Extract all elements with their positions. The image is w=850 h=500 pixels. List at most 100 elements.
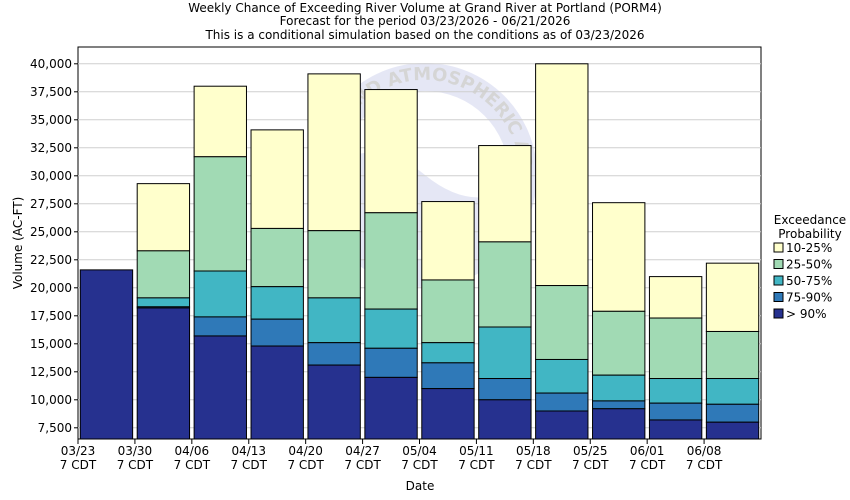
bar-segment-50-75-03-30 [136, 297, 191, 308]
bar-segment-10-25-06-08 [705, 262, 760, 332]
y-tick-label: 32,500 [30, 141, 72, 155]
y-gridlines [78, 63, 761, 429]
x-tick-label-date: 04/20 [288, 444, 323, 458]
legend-swatch [773, 308, 784, 319]
bar-segment-25-50-05-25 [592, 310, 646, 376]
x-tick-label-date: 06/01 [630, 444, 665, 458]
x-tick-label-time: 7 CDT [572, 458, 609, 472]
legend-swatch [773, 259, 784, 269]
y-tick-label: 7,500 [38, 421, 72, 435]
x-tick-label-time: 7 CDT [515, 458, 552, 472]
bar-segment-50-75-04-13 [250, 286, 304, 320]
legend-title-2: Probability [778, 227, 841, 241]
legend: Exceedance Probability 10-25% 25-50% 50-75… [773, 213, 846, 321]
bar-segment-75-90-05-25 [592, 400, 646, 410]
bar-segment-90-06-08 [705, 421, 760, 440]
bar-segment-75-90-06-01 [648, 402, 703, 421]
chart-subtitle-1: Forecast for the period 03/23/2026 - 06/… [280, 14, 571, 28]
bar-segment-25-50-04-06 [193, 156, 247, 272]
bar-segment-75-90-04-13 [250, 318, 304, 347]
bar-segment-75-90-04-06 [193, 316, 247, 337]
bar-segment-10-25-05-11 [478, 145, 532, 243]
bar-segment-50-75-04-27 [364, 308, 418, 349]
x-tick-label-time: 7 CDT [401, 458, 438, 472]
bar-segment-10-25-06-01 [648, 276, 703, 319]
y-tick-label: 20,000 [30, 281, 72, 295]
x-tick-label-date: 05/18 [516, 444, 551, 458]
bar-segment-90-04-27 [364, 376, 418, 440]
x-tick-label-date: 05/11 [459, 444, 494, 458]
bar-segment-50-75-05-04 [421, 342, 475, 364]
bar-segment-90-03-30 [136, 307, 191, 440]
bar-segment-90-06-01 [648, 419, 703, 440]
chart-title: Weekly Chance of Exceeding River Volume … [188, 1, 662, 15]
x-tick-label-date: 05/25 [573, 444, 608, 458]
bar-segment-25-50-05-18 [535, 285, 589, 360]
bar-segment-90-04-06 [193, 335, 247, 440]
legend-label: > 90% [786, 307, 827, 321]
bar-segment-90-05-11 [478, 399, 532, 440]
x-tick-label-time: 7 CDT [174, 458, 211, 472]
x-axis-label: Date [406, 479, 435, 493]
y-tick-label: 40,000 [30, 57, 72, 71]
bar-segment-50-75-05-11 [478, 326, 532, 380]
bar-segment-25-50-06-08 [705, 330, 760, 380]
y-axis: 7,500 10,000 12,500 15,000 17,500 20,000 22,50… [30, 57, 78, 435]
bar-segment-10-25-04-20 [307, 73, 361, 232]
y-tick-label: 17,500 [30, 309, 72, 323]
x-tick-label-time: 7 CDT [629, 458, 666, 472]
bar-segment-90-05-18 [535, 410, 589, 440]
chart-subtitle-2: This is a conditional simulation based o… [204, 28, 644, 42]
legend-swatch [773, 275, 784, 286]
bar-segment-90-05-25 [592, 408, 646, 440]
y-tick-label: 25,000 [30, 225, 72, 239]
bar-segment-50-75-05-18 [535, 358, 589, 394]
bar-segment-75-90-04-27 [364, 347, 418, 378]
x-tick-label-date: 03/23 [61, 444, 96, 458]
y-tick-label: 22,500 [30, 253, 72, 267]
bar-segment-75-90-04-20 [307, 342, 361, 366]
bar-segment-75-90-06-08 [705, 403, 760, 423]
bar-segment-50-75-04-06 [193, 270, 247, 318]
x-tick-label-date: 04/13 [231, 444, 266, 458]
y-tick-label: 30,000 [30, 169, 72, 183]
bar-segment-90-05-04 [421, 388, 475, 440]
y-tick-label: 37,500 [30, 85, 72, 99]
bar-segment-10-25-04-06 [193, 85, 247, 158]
bar-segment-75-90-05-18 [535, 392, 589, 412]
x-tick-label-time: 7 CDT [231, 458, 268, 472]
bar-segment-90-04-13 [250, 345, 304, 440]
bar-segment-10-25-05-25 [592, 202, 646, 312]
x-tick-label-date: 04/06 [175, 444, 210, 458]
legend-swatch [773, 242, 784, 253]
bar-segment-10-25-05-04 [421, 201, 475, 281]
bar-segment-10-25-04-27 [364, 89, 418, 214]
x-tick-label-time: 7 CDT [458, 458, 495, 472]
legend-swatch [773, 292, 784, 302]
y-tick-label: 10,000 [30, 393, 72, 407]
legend-label: 10-25% [786, 241, 832, 255]
y-tick-label: 12,500 [30, 365, 72, 379]
bar-segment-10-25-04-13 [250, 129, 304, 229]
bar-segment-50-75-05-25 [592, 374, 646, 402]
x-tick-label-time: 7 CDT [60, 458, 97, 472]
x-tick-label-time: 7 CDT [686, 458, 723, 472]
bar-segment-25-50-04-13 [250, 227, 304, 288]
bar-segment-25-50-06-01 [648, 317, 703, 380]
bar-segment-75-90-05-04 [421, 362, 475, 390]
bar-segment-25-50-03-30 [136, 250, 191, 299]
y-axis-label: Volume (AC-FT) [11, 197, 25, 290]
x-tick-label-date: 03/30 [118, 444, 153, 458]
x-tick-label-date: 04/27 [345, 444, 380, 458]
bar-segment-50-75-06-08 [705, 378, 760, 405]
legend-label: 75-90% [786, 291, 832, 305]
x-tick-label-date: 05/04 [402, 444, 437, 458]
bar-segment-90-04-20 [307, 364, 361, 440]
legend-title-1: Exceedance [774, 213, 846, 227]
bar-segment-25-50-04-20 [307, 230, 361, 299]
x-tick-label-time: 7 CDT [344, 458, 381, 472]
legend-label: 50-75% [786, 274, 832, 288]
x-tick-label-time: 7 CDT [287, 458, 324, 472]
